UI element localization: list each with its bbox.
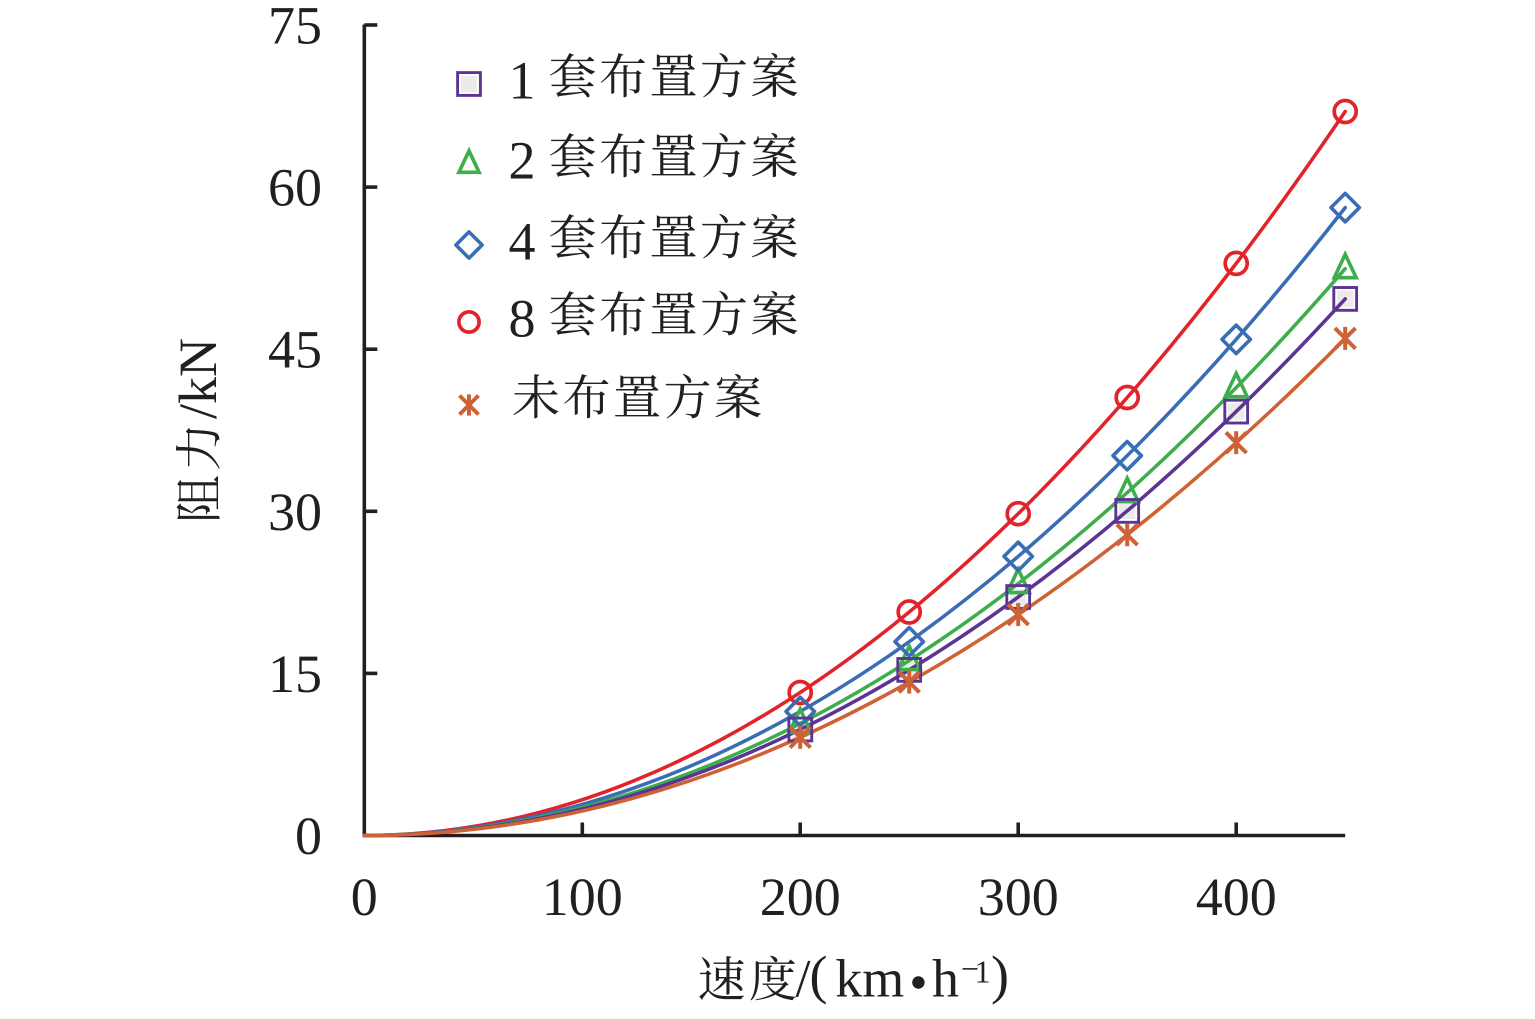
svg-text:−: − — [961, 951, 979, 987]
svg-text:/: / — [796, 949, 811, 1009]
svg-text:8: 8 — [509, 289, 536, 349]
svg-text:15: 15 — [268, 644, 322, 704]
svg-text:0: 0 — [295, 806, 322, 866]
svg-text:60: 60 — [268, 158, 322, 218]
svg-text:30: 30 — [268, 482, 322, 542]
svg-text:1: 1 — [509, 51, 536, 111]
svg-text:2: 2 — [509, 131, 536, 191]
svg-text:/kN: /kN — [168, 338, 228, 419]
svg-text:1: 1 — [975, 954, 991, 990]
svg-text:): ) — [991, 945, 1009, 1005]
svg-text:h: h — [932, 949, 959, 1009]
svg-text:(: ( — [810, 945, 828, 1005]
svg-text:100: 100 — [542, 867, 623, 927]
svg-text:km: km — [835, 949, 904, 1009]
svg-text:45: 45 — [268, 320, 322, 380]
svg-text:0: 0 — [351, 867, 378, 927]
svg-text:200: 200 — [760, 867, 841, 927]
svg-text:75: 75 — [268, 0, 322, 56]
svg-text:300: 300 — [978, 867, 1059, 927]
svg-text:4: 4 — [509, 212, 536, 272]
svg-text:400: 400 — [1196, 867, 1277, 927]
